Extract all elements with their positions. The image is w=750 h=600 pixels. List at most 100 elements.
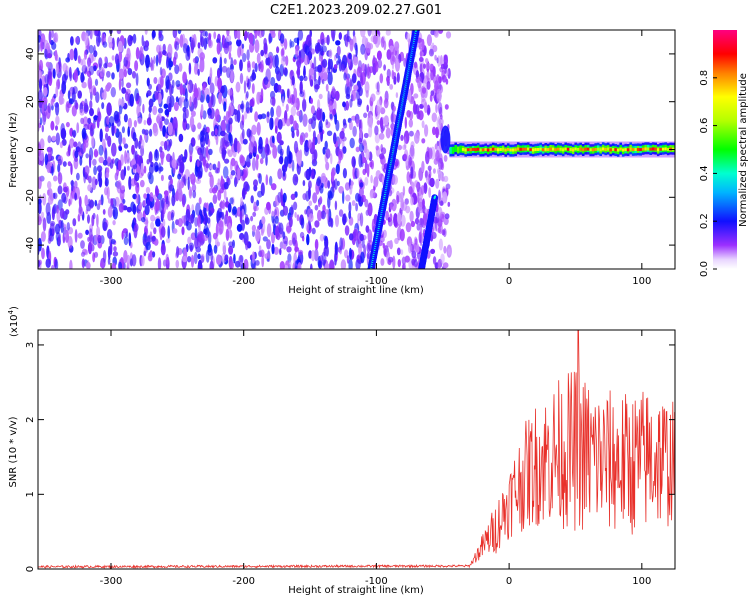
noise-cell bbox=[85, 261, 91, 269]
noise-cell bbox=[444, 213, 450, 220]
noise-cell bbox=[280, 48, 285, 58]
noise-cell bbox=[302, 98, 307, 112]
noise-cell bbox=[94, 78, 99, 86]
noise-cell bbox=[333, 64, 338, 70]
noise-cell bbox=[65, 195, 69, 202]
noise-cell bbox=[140, 139, 145, 149]
noise-cell bbox=[266, 239, 271, 250]
noise-cell bbox=[144, 204, 150, 216]
noise-cell bbox=[187, 176, 190, 191]
noise-cell bbox=[123, 250, 128, 264]
noise-cell bbox=[45, 61, 51, 68]
noise-cell bbox=[220, 200, 223, 211]
noise-cell bbox=[408, 130, 414, 137]
noise-cell bbox=[198, 230, 204, 242]
noise-cell bbox=[308, 200, 313, 207]
noise-cell bbox=[351, 89, 357, 102]
carrier-core bbox=[566, 147, 570, 151]
noise-cell bbox=[406, 110, 411, 118]
streak-core bbox=[414, 30, 418, 32]
noise-cell bbox=[93, 148, 98, 158]
noise-cell bbox=[69, 48, 75, 61]
noise-cell bbox=[249, 42, 255, 53]
noise-cell bbox=[77, 141, 82, 153]
noise-cell bbox=[190, 39, 194, 54]
noise-cell bbox=[251, 224, 256, 232]
carrier-core bbox=[631, 148, 635, 152]
noise-cell bbox=[88, 65, 95, 76]
noise-cell bbox=[197, 165, 203, 178]
noise-cell bbox=[87, 241, 93, 255]
noise-cell bbox=[359, 182, 364, 188]
noise-cell bbox=[144, 40, 150, 48]
noise-cell bbox=[205, 126, 210, 134]
noise-cell bbox=[71, 179, 74, 192]
noise-cell bbox=[211, 92, 214, 106]
noise-cell bbox=[208, 73, 213, 86]
carrier-core bbox=[646, 147, 650, 151]
noise-cell bbox=[416, 223, 421, 231]
noise-cell bbox=[270, 183, 277, 191]
noise-cell bbox=[411, 258, 416, 266]
noise-cell bbox=[280, 55, 286, 67]
noise-cell bbox=[160, 226, 166, 238]
noise-cell bbox=[237, 46, 242, 58]
noise-cell bbox=[294, 211, 297, 218]
noise-cell bbox=[294, 260, 298, 269]
carrier-core bbox=[499, 148, 502, 151]
noise-cell bbox=[45, 258, 51, 268]
carrier-core bbox=[516, 147, 520, 151]
noise-cell bbox=[148, 105, 152, 113]
noise-cell bbox=[41, 103, 45, 114]
noise-cell bbox=[349, 78, 353, 92]
noise-cell bbox=[447, 201, 451, 207]
noise-cell bbox=[425, 62, 432, 70]
noise-cell bbox=[384, 248, 387, 256]
noise-cell bbox=[102, 41, 108, 48]
noise-cell bbox=[335, 214, 339, 228]
noise-cell bbox=[271, 31, 276, 38]
noise-cell bbox=[225, 228, 230, 241]
noise-cell bbox=[323, 68, 329, 74]
noise-cell bbox=[361, 195, 364, 203]
noise-cell bbox=[52, 68, 56, 79]
noise-cell bbox=[356, 119, 360, 128]
noise-cell bbox=[87, 57, 92, 67]
noise-cell bbox=[135, 72, 139, 86]
noise-cell bbox=[326, 208, 330, 222]
noise-cell bbox=[426, 34, 432, 47]
noise-cell bbox=[338, 209, 344, 217]
noise-cell bbox=[362, 139, 367, 147]
noise-cell bbox=[76, 172, 80, 181]
noise-cell bbox=[304, 132, 309, 138]
noise-cell bbox=[55, 125, 58, 131]
noise-cell bbox=[104, 56, 107, 63]
noise-cell bbox=[44, 153, 48, 166]
noise-cell bbox=[160, 75, 164, 88]
carrier-core bbox=[489, 148, 492, 152]
carrier-core bbox=[606, 147, 610, 151]
noise-cell bbox=[408, 186, 413, 195]
noise-cell bbox=[237, 167, 241, 180]
carrier-core bbox=[661, 147, 665, 151]
noise-cell bbox=[409, 210, 414, 223]
noise-cell bbox=[380, 258, 385, 266]
noise-cell bbox=[107, 206, 113, 218]
noise-cell bbox=[58, 94, 64, 105]
noise-cell bbox=[217, 190, 222, 201]
noise-cell bbox=[230, 157, 236, 167]
noise-cell bbox=[110, 239, 116, 245]
noise-cell bbox=[154, 91, 160, 100]
noise-cell bbox=[74, 229, 78, 243]
noise-cell bbox=[432, 126, 436, 136]
noise-cell bbox=[399, 228, 405, 242]
noise-cell bbox=[393, 75, 397, 85]
noise-cell bbox=[220, 85, 225, 94]
noise-cell bbox=[254, 111, 259, 123]
noise-cell bbox=[153, 77, 158, 84]
noise-cell bbox=[291, 130, 295, 139]
noise-cell bbox=[322, 146, 326, 155]
noise-cell bbox=[380, 236, 385, 243]
noise-cell bbox=[205, 163, 210, 169]
carrier-core bbox=[569, 148, 572, 152]
